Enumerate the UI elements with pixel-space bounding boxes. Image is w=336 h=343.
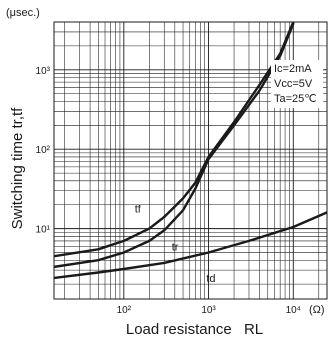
conditions-background: [271, 60, 323, 108]
series-labels: tf tr td: [135, 203, 216, 285]
plot-frame: [53, 21, 328, 300]
y-unit: (μsec.): [6, 7, 40, 19]
y-tick-label: 10²: [36, 145, 51, 156]
x-axis-title: Load resistance RL: [126, 321, 263, 338]
series-label-td: td: [206, 273, 215, 285]
x-tick-label: 10²: [117, 305, 132, 316]
series-lines: [54, 22, 327, 280]
y-tick-labels: 10¹ 10² 10³: [36, 66, 51, 236]
x-unit: (Ω): [309, 304, 325, 316]
x-tick-labels: 10² 10³ 10⁴: [117, 305, 301, 316]
x-tick-label: 10⁴: [286, 305, 301, 316]
y-tick-label: 10³: [36, 66, 51, 77]
condition-vcc: Vcc=5V: [274, 78, 313, 90]
series-line-tf: [54, 22, 295, 258]
series-label-tr: tr: [172, 242, 179, 254]
y-tick-label: 10¹: [36, 225, 51, 236]
x-axis-title-text: Load resistance: [126, 321, 232, 338]
series-line-tr: [54, 22, 295, 269]
condition-ta: Ta=25℃: [274, 93, 317, 105]
series-line-td: [54, 211, 327, 280]
x-tick-label: 10³: [201, 305, 216, 316]
x-axis-title-symbol: RL: [244, 321, 263, 338]
series-label-tf: tf: [135, 203, 142, 215]
condition-ic: Ic=2mA: [274, 63, 312, 75]
y-axis-title: Switching time tr,tf: [9, 107, 26, 230]
conditions-box: Ic=2mA Vcc=5V Ta=25℃: [271, 60, 323, 108]
